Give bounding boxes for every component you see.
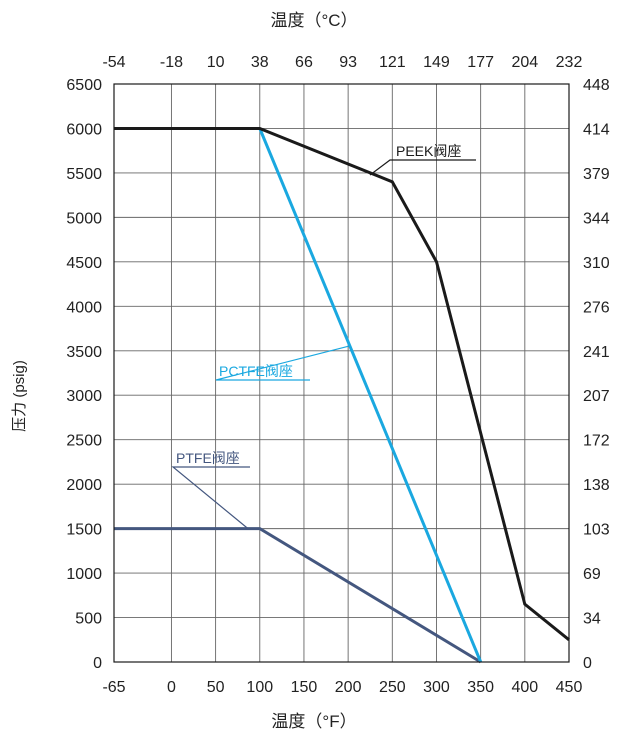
y-tick-label: 6500 xyxy=(66,77,102,94)
grid-lines xyxy=(114,84,569,662)
series-lines xyxy=(114,127,570,664)
top-tick-label: -18 xyxy=(160,54,183,71)
y-tick-label: 5500 xyxy=(66,166,102,183)
right-tick-label: 276 xyxy=(583,299,610,316)
series-leader-0 xyxy=(369,159,476,176)
top-tick-label: 121 xyxy=(379,54,406,71)
plot-frame xyxy=(113,83,570,663)
right-tick-label: 344 xyxy=(583,210,610,227)
y-tick-label: 6000 xyxy=(66,121,102,138)
y-tick-label: 1000 xyxy=(66,566,102,583)
x-tick-label: 350 xyxy=(467,679,494,696)
top-tick-label: 10 xyxy=(207,54,225,71)
right-tick-label: 241 xyxy=(583,344,610,361)
top-tick-label: 232 xyxy=(556,54,583,71)
right-tick-label: 103 xyxy=(583,522,610,539)
x-tick-label: 100 xyxy=(246,679,273,696)
y-tick-label: 500 xyxy=(75,611,102,628)
right-tick-label: 207 xyxy=(583,388,610,405)
x-tick-label: 400 xyxy=(511,679,538,696)
y-axis-title: 压力 (psig) xyxy=(11,360,28,432)
top-tick-label: 66 xyxy=(295,54,313,71)
series-leader-1 xyxy=(215,345,349,381)
right-tick-label: 379 xyxy=(583,166,610,183)
right-tick-label: 414 xyxy=(583,121,610,138)
right-tick-label: 0 xyxy=(583,655,592,672)
top-tick-label: 38 xyxy=(251,54,269,71)
top-tick-label: 177 xyxy=(467,54,494,71)
series-line-2 xyxy=(114,527,482,664)
x-axis-title: 温度（°F） xyxy=(271,712,356,731)
top-tick-label: 149 xyxy=(423,54,450,71)
top-tick-label: -54 xyxy=(102,54,125,71)
y-tick-label: 3000 xyxy=(66,388,102,405)
x-tick-label: -65 xyxy=(102,679,125,696)
y-tick-label: 4500 xyxy=(66,255,102,272)
series-label-2: PTFE阀座 xyxy=(176,450,240,466)
right-tick-label: 448 xyxy=(583,77,610,94)
x-tick-label: 450 xyxy=(556,679,583,696)
x-tick-label: 50 xyxy=(207,679,225,696)
x-tick-label: 150 xyxy=(291,679,318,696)
x-tick-label: 200 xyxy=(335,679,362,696)
x-tick-label: 0 xyxy=(167,679,176,696)
top-tick-label: 204 xyxy=(511,54,538,71)
right-tick-label: 310 xyxy=(583,255,610,272)
x-tick-label: 300 xyxy=(423,679,450,696)
right-tick-label: 69 xyxy=(583,566,601,583)
series-line-0 xyxy=(114,127,570,641)
series-leader-2 xyxy=(171,466,250,530)
top-tick-label: 93 xyxy=(339,54,357,71)
right-tick-label: 172 xyxy=(583,433,610,450)
y-tick-label: 4000 xyxy=(66,299,102,316)
top-x-axis-title: 温度（°C） xyxy=(270,11,357,30)
y-tick-label: 0 xyxy=(93,655,102,672)
right-tick-label: 138 xyxy=(583,477,610,494)
series-line-1 xyxy=(258,127,483,663)
y-tick-label: 2500 xyxy=(66,433,102,450)
y-tick-label: 3500 xyxy=(66,344,102,361)
y-tick-label: 5000 xyxy=(66,210,102,227)
y-tick-label: 1500 xyxy=(66,522,102,539)
x-tick-label: 250 xyxy=(379,679,406,696)
series-label-0: PEEK阀座 xyxy=(396,143,461,159)
y-tick-label: 2000 xyxy=(66,477,102,494)
tick-labels: -65 -54 0 -18 50 10 100 38 150 66 200 93 250 121 300 14… xyxy=(66,54,609,696)
right-tick-label: 34 xyxy=(583,611,601,628)
